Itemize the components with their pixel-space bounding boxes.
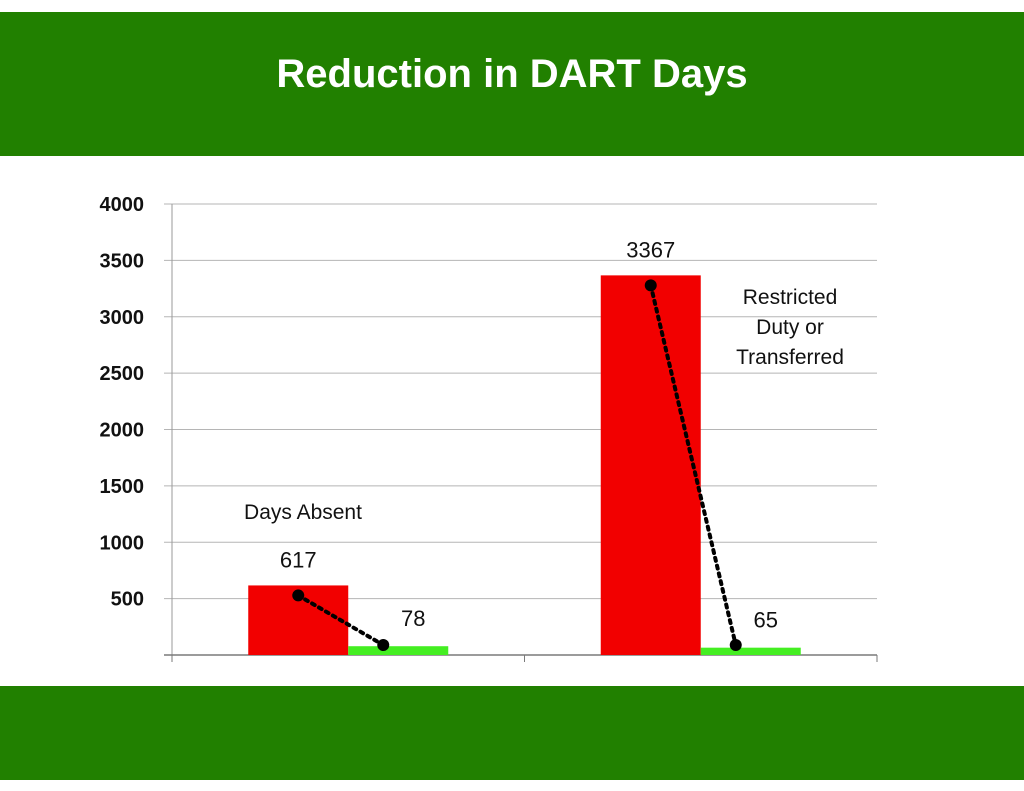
y-tick-label: 3500 xyxy=(100,250,145,272)
y-tick-label: 500 xyxy=(111,589,144,611)
data-labels: 617 78 3367 65 xyxy=(280,237,778,632)
y-tick-label: 2000 xyxy=(100,420,145,442)
trend-marker xyxy=(292,589,305,602)
y-tick-label: 3000 xyxy=(100,307,145,329)
data-label: 65 xyxy=(754,608,778,633)
bars xyxy=(248,275,801,655)
y-tick-label: 4000 xyxy=(100,194,145,216)
category-annotation: Restricted xyxy=(743,286,838,309)
title-band: Reduction in DART Days xyxy=(0,12,1024,156)
data-label: 3367 xyxy=(626,237,675,262)
category-annotations: Days Absent Restricted Duty or Transferred xyxy=(244,286,844,524)
category-annotation: Transferred xyxy=(736,346,844,369)
y-tick-label: 1000 xyxy=(100,532,145,554)
trend-lines xyxy=(292,279,742,651)
data-label: 78 xyxy=(401,606,425,631)
trend-line xyxy=(648,283,738,647)
trend-line xyxy=(296,593,386,647)
trend-marker xyxy=(644,279,657,292)
bar xyxy=(700,647,801,655)
bar xyxy=(348,646,449,655)
y-tick-label: 2500 xyxy=(100,363,145,385)
footer-band xyxy=(0,686,1024,780)
category-annotation: Days Absent xyxy=(244,501,362,524)
page-title: Reduction in DART Days xyxy=(276,51,748,96)
trend-marker xyxy=(377,639,390,651)
y-tick-label: 1500 xyxy=(100,476,145,498)
category-annotation: Duty or xyxy=(756,316,824,339)
bar xyxy=(600,275,701,655)
data-label: 617 xyxy=(280,547,317,572)
trend-marker xyxy=(729,639,742,651)
y-axis-ticks: 500 1000 1500 2000 2500 3000 3500 4000 xyxy=(100,194,145,611)
